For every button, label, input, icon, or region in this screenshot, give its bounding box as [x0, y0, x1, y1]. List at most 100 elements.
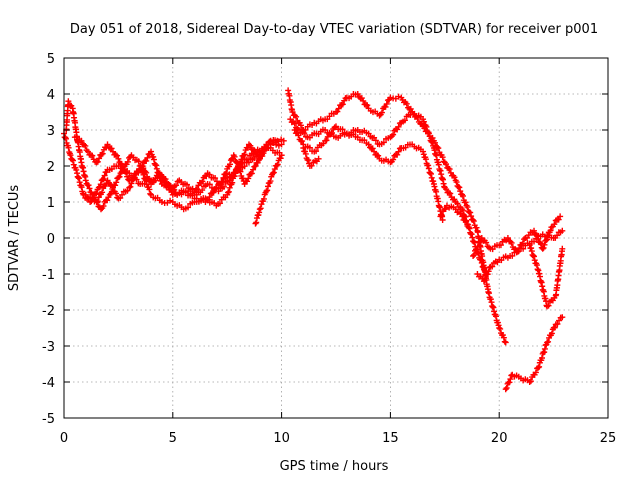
track-marker: [464, 204, 471, 211]
track-marker: [108, 182, 115, 189]
axis-ticks: [63, 57, 609, 419]
y-tick-label: -4: [42, 376, 55, 391]
track-marker: [104, 197, 111, 204]
data-point: [252, 220, 259, 227]
track-marker: [123, 169, 130, 176]
track-marker: [116, 173, 123, 180]
track-marker: [247, 142, 254, 149]
track-marker: [528, 248, 535, 255]
track-marker: [527, 378, 534, 385]
track-marker: [426, 133, 433, 140]
track-marker: [380, 139, 387, 146]
y-tick-label: -1: [42, 268, 55, 283]
data-point: [215, 188, 222, 195]
track-marker: [467, 209, 474, 216]
data-point: [504, 235, 511, 241]
y-tick-label: 1: [47, 196, 55, 211]
track-marker: [468, 213, 475, 220]
data-point: [300, 145, 307, 151]
track-marker: [150, 156, 157, 163]
track-marker: [395, 93, 402, 100]
data-point: [535, 364, 542, 371]
data-point: [459, 213, 466, 220]
track-marker: [295, 132, 302, 139]
track-marker: [551, 324, 558, 331]
data-point: [526, 379, 533, 385]
track-marker: [301, 130, 308, 137]
track-marker: [167, 197, 174, 204]
track-marker: [531, 257, 538, 264]
data-markers: [61, 87, 566, 393]
x-tick-label: 10: [273, 431, 290, 446]
track-marker: [185, 204, 192, 211]
track-marker: [199, 187, 206, 194]
track-marker: [241, 163, 248, 170]
track-marker: [471, 251, 478, 258]
track-marker: [251, 147, 258, 154]
track-marker: [291, 120, 298, 127]
track-marker: [540, 244, 547, 251]
track-marker: [339, 101, 346, 108]
track-marker: [548, 330, 555, 337]
track-marker: [401, 117, 408, 124]
track-marker: [500, 334, 507, 341]
track-marker: [98, 151, 105, 158]
data-point: [496, 325, 503, 331]
data-point: [287, 116, 294, 123]
data-point: [557, 213, 564, 220]
track-marker: [443, 161, 450, 168]
track-marker: [427, 170, 434, 177]
track-marker: [155, 169, 162, 176]
track-marker: [73, 166, 80, 173]
track-marker: [222, 171, 229, 178]
data-point: [502, 339, 509, 346]
track-marker: [216, 200, 223, 207]
track-marker: [434, 143, 441, 150]
track-marker: [469, 234, 476, 241]
y-tick-label: -5: [42, 412, 55, 427]
data-point: [93, 199, 100, 205]
track-marker: [131, 175, 138, 182]
track-marker: [162, 176, 169, 183]
data-point: [531, 227, 538, 234]
track-marker: [485, 268, 492, 275]
track-marker: [219, 178, 226, 185]
track-marker: [313, 148, 320, 155]
track-marker: [532, 369, 539, 376]
track-marker: [369, 145, 376, 152]
data-point: [315, 155, 322, 162]
series-track-g: [287, 109, 490, 277]
track-marker: [273, 162, 280, 169]
track-marker: [231, 173, 238, 180]
track-marker: [497, 325, 504, 332]
track-marker: [308, 162, 315, 169]
track-marker: [403, 100, 410, 107]
x-tick-label: 20: [491, 431, 508, 446]
track-marker: [233, 166, 240, 173]
track-marker: [257, 205, 264, 212]
y-tick-label: 2: [47, 160, 55, 175]
track-marker: [372, 137, 379, 144]
data-point: [559, 227, 566, 234]
data-point: [104, 177, 111, 184]
track-marker: [153, 162, 160, 169]
data-point: [539, 245, 546, 252]
track-marker: [147, 190, 154, 197]
track-marker: [425, 165, 432, 172]
data-point: [559, 314, 566, 321]
track-marker: [265, 183, 271, 190]
track-marker: [173, 182, 180, 189]
track-marker: [470, 238, 477, 245]
track-marker: [100, 175, 107, 182]
track-marker: [274, 161, 281, 168]
track-marker: [220, 174, 227, 181]
track-marker: [478, 259, 485, 266]
data-point: [82, 177, 89, 184]
track-marker: [260, 195, 267, 202]
track-marker: [394, 151, 401, 158]
track-marker: [439, 154, 446, 161]
track-marker: [226, 184, 233, 191]
track-marker: [497, 242, 504, 249]
track-marker: [378, 109, 385, 116]
track-marker: [323, 137, 330, 144]
